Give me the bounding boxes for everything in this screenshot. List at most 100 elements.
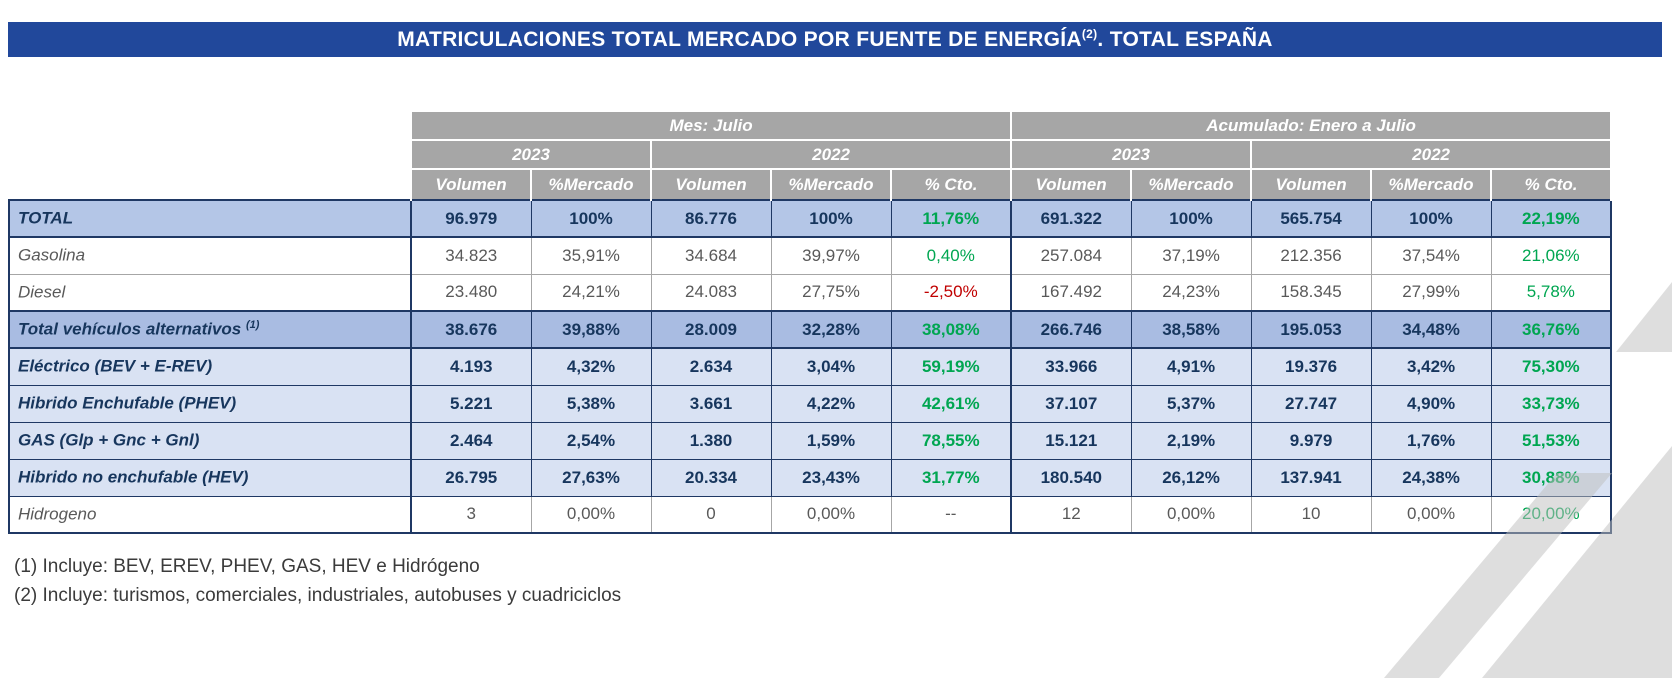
row-hidrogeno: Hidrogeno 3 0,00% 0 0,00% -- 12 0,00% 10…	[8, 495, 1613, 534]
year-header: 2023	[410, 139, 652, 170]
row-label: Eléctrico (BEV + E-REV)	[8, 347, 412, 386]
table-cell: 5.221	[410, 384, 532, 423]
table-cell: 9.979	[1250, 421, 1372, 460]
table-cell: 38.676	[410, 310, 532, 349]
row-hev: Hibrido no enchufable (HEV) 26.795 27,63…	[8, 458, 1613, 497]
column-header: %Mercado	[1130, 168, 1253, 200]
title-bar: MATRICULACIONES TOTAL MERCADO POR FUENTE…	[8, 22, 1662, 57]
column-header: Volumen	[650, 168, 772, 200]
column-header-row: Volumen %Mercado Volumen %Mercado % Cto.…	[9, 168, 1613, 200]
table-cell: 167.492	[1010, 273, 1132, 312]
table-cell: 26,12%	[1130, 458, 1252, 497]
table-cell: 28.009	[650, 310, 772, 349]
table-cell: 4,91%	[1130, 347, 1252, 386]
table-cell: 5,38%	[530, 384, 652, 423]
table-cell: 2,19%	[1130, 421, 1252, 460]
column-header: % Cto.	[1490, 168, 1613, 200]
row-electrico: Eléctrico (BEV + E-REV) 4.193 4,32% 2.63…	[8, 347, 1613, 386]
table-cell: 5,37%	[1130, 384, 1252, 423]
column-header: %Mercado	[770, 168, 892, 200]
table-cell: 34.823	[410, 236, 532, 275]
table-cell: 137.941	[1250, 458, 1372, 497]
row-phev: Hibrido Enchufable (PHEV) 5.221 5,38% 3.…	[8, 384, 1613, 423]
footnotes: (1) Incluye: BEV, EREV, PHEV, GAS, HEV e…	[14, 552, 1672, 611]
table-cell: 30,88%	[1490, 458, 1613, 497]
registrations-by-energy-table: Mes: Julio Acumulado: Enero a Julio 2023…	[8, 110, 1613, 534]
table-cell: 37,54%	[1370, 236, 1492, 275]
table-cell: 195.053	[1250, 310, 1372, 349]
year-header: 2022	[649, 139, 1013, 170]
column-header: % Cto.	[889, 168, 1013, 200]
table-cell: 33.966	[1010, 347, 1132, 386]
row-label: Total vehículos alternativos (1)	[8, 310, 412, 349]
table-cell: 22,19%	[1490, 199, 1613, 238]
row-diesel: Diesel 23.480 24,21% 24.083 27,75% -2,50…	[8, 273, 1613, 312]
table-cell: 33,73%	[1490, 384, 1613, 423]
table-cell: 27.747	[1250, 384, 1372, 423]
footnote-1: (1) Incluye: BEV, EREV, PHEV, GAS, HEV e…	[14, 556, 480, 577]
footnote-2: (2) Incluye: turismos, comerciales, indu…	[14, 585, 622, 607]
year-header: 2023	[1010, 139, 1253, 170]
table-cell: 0,00%	[1370, 495, 1492, 534]
table-cell: 37.107	[1010, 384, 1132, 423]
table-cell: 20,00%	[1490, 495, 1613, 534]
column-header: Volumen	[410, 168, 532, 200]
table-cell: 2,54%	[530, 421, 652, 460]
table-cell: 158.345	[1250, 273, 1372, 312]
column-header: Volumen	[1010, 168, 1133, 200]
table-cell: 31,77%	[890, 458, 1012, 497]
table-cell: 4,32%	[530, 347, 652, 386]
row-alternativos: Total vehículos alternativos (1) 38.676 …	[8, 310, 1613, 349]
table-cell: 0,00%	[770, 495, 892, 534]
table-cell: 565.754	[1250, 199, 1372, 238]
table-cell: 39,97%	[770, 236, 892, 275]
row-label: Hibrido no enchufable (HEV)	[8, 458, 412, 497]
table-cell: 27,75%	[770, 273, 892, 312]
table-cell: 26.795	[410, 458, 532, 497]
title-footnote-ref: (2)	[1081, 27, 1098, 41]
year-header-row: 2023 2022 2023 2022	[9, 139, 1613, 170]
year-header: 2022	[1250, 139, 1613, 170]
table-cell: 96.979	[410, 199, 532, 238]
table-cell: 32,28%	[770, 310, 892, 349]
title-tail: . TOTAL ESPAÑA	[1097, 28, 1273, 51]
table-cell: 38,58%	[1130, 310, 1252, 349]
table-cell: 180.540	[1010, 458, 1132, 497]
table-cell: 100%	[1130, 199, 1252, 238]
table-cell: 266.746	[1010, 310, 1132, 349]
table-cell: 38,08%	[890, 310, 1012, 349]
table-cell: 27,63%	[530, 458, 652, 497]
row-label: Gasolina	[8, 236, 412, 275]
table-cell: 2.634	[650, 347, 772, 386]
page-title: MATRICULACIONES TOTAL MERCADO POR FUENTE…	[397, 27, 1273, 52]
table-cell: 34.684	[650, 236, 772, 275]
row-label: Diesel	[8, 273, 412, 312]
group-header-row: Mes: Julio Acumulado: Enero a Julio	[9, 110, 1613, 141]
table-cell: 100%	[1370, 199, 1492, 238]
table-cell: --	[890, 495, 1012, 534]
table-cell: 21,06%	[1490, 236, 1613, 275]
table-cell: 75,30%	[1490, 347, 1613, 386]
table-cell: 24,23%	[1130, 273, 1252, 312]
watermark-top-fragment	[1616, 282, 1672, 352]
table-cell: 19.376	[1250, 347, 1372, 386]
table-cell: 15.121	[1010, 421, 1132, 460]
column-header: %Mercado	[1370, 168, 1493, 200]
table-cell: 23.480	[410, 273, 532, 312]
row-total: TOTAL 96.979 100% 86.776 100% 11,76% 691…	[8, 199, 1613, 238]
table-cell: 12	[1010, 495, 1132, 534]
table-cell: 0,00%	[1130, 495, 1252, 534]
table-cell: 36,76%	[1490, 310, 1613, 349]
column-header: Volumen	[1250, 168, 1373, 200]
table-cell: -2,50%	[890, 273, 1012, 312]
table-cell: 257.084	[1010, 236, 1132, 275]
column-header: %Mercado	[530, 168, 652, 200]
table-cell: 4,22%	[770, 384, 892, 423]
table-cell: 0	[650, 495, 772, 534]
table-cell: 34,48%	[1370, 310, 1492, 349]
table-cell: 5,78%	[1490, 273, 1613, 312]
table-cell: 0,00%	[530, 495, 652, 534]
title-main: MATRICULACIONES TOTAL MERCADO POR FUENTE…	[397, 28, 1082, 51]
table-cell: 37,19%	[1130, 236, 1252, 275]
table-cell: 3	[410, 495, 532, 534]
